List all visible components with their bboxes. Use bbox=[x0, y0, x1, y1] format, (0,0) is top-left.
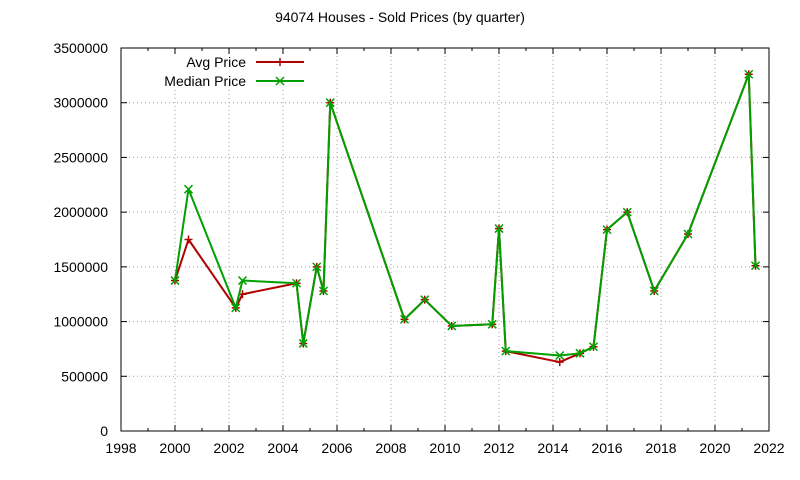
x-tick-label: 2006 bbox=[321, 440, 352, 456]
legend-label: Median Price bbox=[164, 73, 246, 89]
y-tick-label: 1500000 bbox=[53, 259, 108, 275]
data-point bbox=[237, 276, 248, 286]
data-point bbox=[487, 319, 497, 329]
plot-frame bbox=[120, 47, 770, 432]
data-point bbox=[602, 225, 612, 235]
data-point bbox=[649, 286, 659, 296]
x-tick-label: 2008 bbox=[375, 440, 406, 456]
data-point bbox=[555, 358, 564, 367]
y-tick-label: 500000 bbox=[61, 368, 108, 384]
x-tick-label: 2018 bbox=[645, 440, 676, 456]
data-point bbox=[318, 286, 329, 296]
data-point bbox=[494, 224, 504, 234]
series-layer bbox=[170, 69, 761, 367]
data-point bbox=[683, 229, 693, 239]
series-median-price bbox=[170, 69, 761, 361]
data-point bbox=[298, 338, 308, 348]
data-point bbox=[622, 207, 632, 217]
data-point bbox=[276, 58, 284, 66]
legend: Avg Price Median Price bbox=[164, 54, 304, 89]
x-tick-label: 2022 bbox=[753, 440, 784, 456]
data-point bbox=[501, 346, 511, 356]
data-point bbox=[183, 184, 194, 194]
x-tick-label: 2014 bbox=[537, 440, 568, 456]
data-point bbox=[575, 348, 585, 358]
y-tick-label: 2500000 bbox=[53, 149, 108, 165]
series-line bbox=[174, 73, 757, 364]
chart-title: 94074 Houses - Sold Prices (by quarter) bbox=[275, 9, 525, 25]
x-tick-label: 2000 bbox=[159, 440, 190, 456]
data-point bbox=[312, 262, 322, 272]
x-tick-label: 2012 bbox=[483, 440, 514, 456]
x-tick-label: 2002 bbox=[213, 440, 244, 456]
axes: 1998 2000 2002 2004 2006 2008 2010 2012 2014 2016… bbox=[53, 40, 784, 456]
y-tick-label: 0 bbox=[100, 423, 108, 439]
legend-label: Avg Price bbox=[186, 54, 246, 70]
data-point bbox=[325, 98, 335, 108]
data-point bbox=[420, 295, 430, 305]
data-point bbox=[275, 76, 285, 86]
y-tick-label: 2000000 bbox=[53, 204, 108, 220]
x-tick-label: 2016 bbox=[591, 440, 622, 456]
x-tick-label: 2010 bbox=[429, 440, 460, 456]
y-tick-label: 3000000 bbox=[53, 95, 108, 111]
data-point bbox=[231, 303, 241, 313]
x-tick-label: 1998 bbox=[105, 440, 136, 456]
data-point bbox=[447, 321, 457, 331]
y-tick-label: 1000000 bbox=[53, 314, 108, 330]
y-tick-label: 3500000 bbox=[53, 40, 108, 56]
data-point bbox=[399, 314, 410, 324]
series-line bbox=[174, 73, 757, 357]
x-tick-label: 2020 bbox=[699, 440, 730, 456]
data-point bbox=[555, 350, 565, 361]
data-point bbox=[750, 261, 761, 271]
grid-lines bbox=[121, 48, 769, 431]
data-point bbox=[744, 69, 754, 79]
x-tick-label: 2004 bbox=[267, 440, 298, 456]
data-point bbox=[170, 276, 180, 286]
data-point bbox=[291, 278, 302, 288]
data-point bbox=[184, 235, 193, 244]
data-point bbox=[588, 342, 599, 352]
